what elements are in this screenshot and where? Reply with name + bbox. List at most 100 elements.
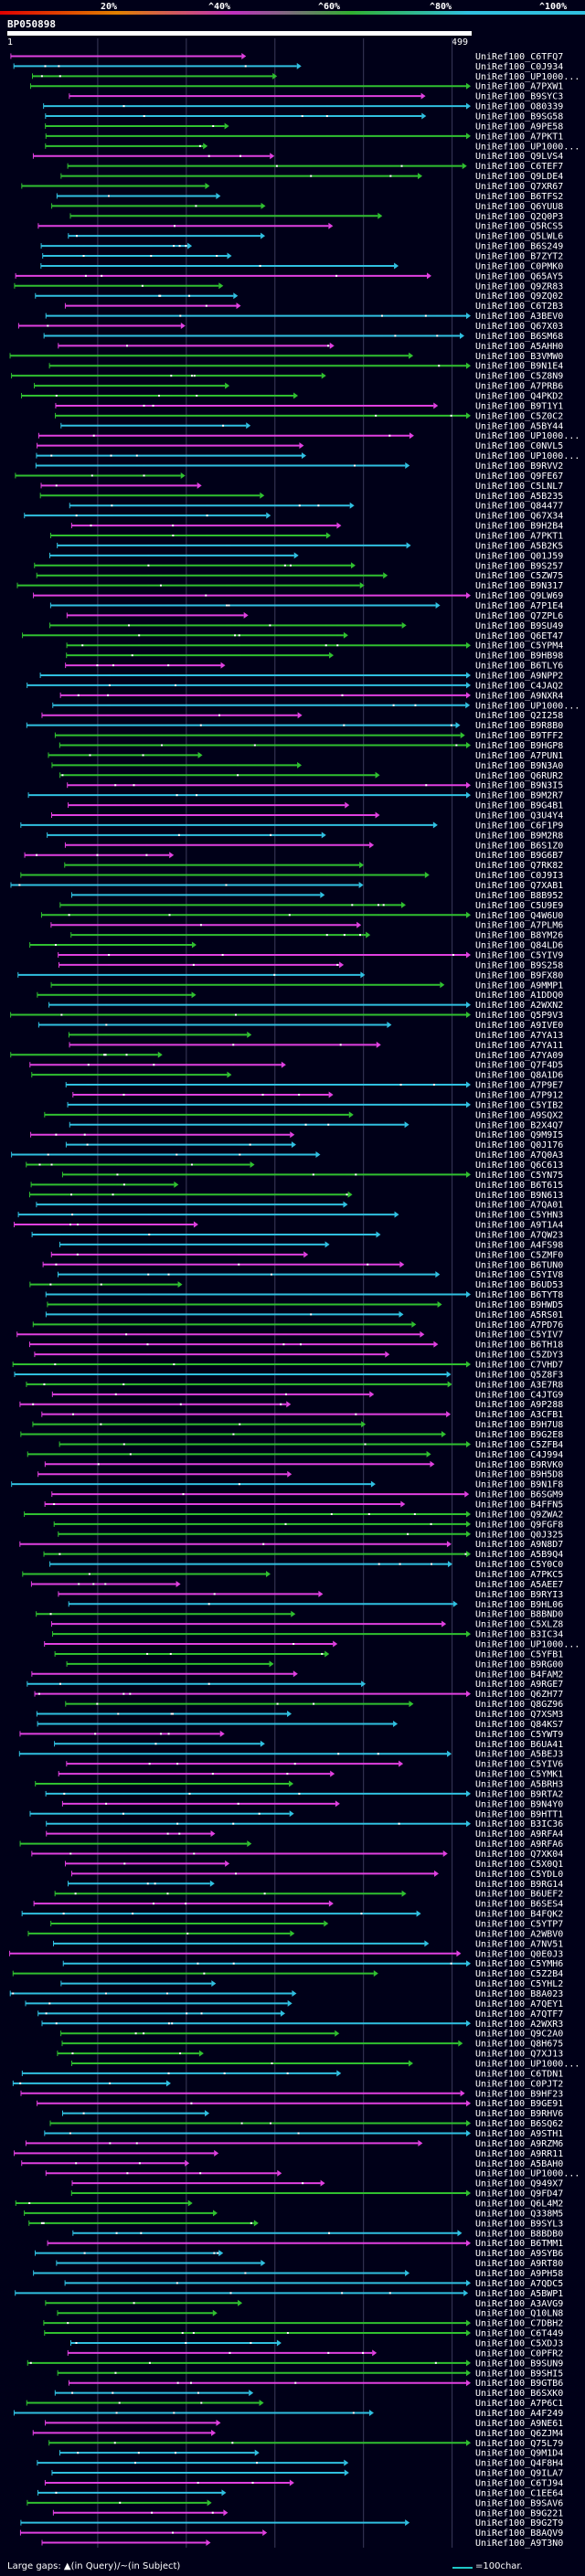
sequence-label[interactable]: UniRef100_C5ZDY3 bbox=[475, 1351, 563, 1361]
sequence-label[interactable]: UniRef100_A5BEJ3 bbox=[475, 1750, 563, 1760]
sequence-label[interactable]: UniRef100_C5YHL2 bbox=[475, 1979, 563, 1989]
sequence-label[interactable]: UniRef100_A9RFA6 bbox=[475, 1839, 563, 1850]
sequence-label[interactable]: UniRef100_Q01J59 bbox=[475, 551, 563, 561]
sequence-label[interactable]: UniRef100_Q9LW69 bbox=[475, 591, 563, 601]
sequence-label[interactable]: UniRef100_UP1000... bbox=[475, 2059, 580, 2069]
sequence-label[interactable]: UniRef100_Q10LN8 bbox=[475, 2309, 563, 2319]
sequence-label[interactable]: UniRef100_C1EE64 bbox=[475, 2488, 563, 2498]
sequence-label[interactable]: UniRef100_Q0E0J3 bbox=[475, 1949, 563, 1959]
sequence-label[interactable]: UniRef100_A7YA11 bbox=[475, 1041, 563, 1051]
sequence-label[interactable]: UniRef100_C4J994 bbox=[475, 1450, 563, 1460]
sequence-label[interactable]: UniRef100_A9RGE7 bbox=[475, 1680, 563, 1690]
sequence-label[interactable]: UniRef100_C5YHN3 bbox=[475, 1211, 563, 1221]
sequence-label[interactable]: UniRef100_Q5Z8F3 bbox=[475, 1370, 563, 1380]
sequence-label[interactable]: UniRef100_Q9ZWA2 bbox=[475, 1510, 563, 1520]
sequence-label[interactable]: UniRef100_Q9LVS4 bbox=[475, 152, 563, 162]
sequence-label[interactable]: UniRef100_C5X0Q1 bbox=[475, 1860, 563, 1870]
sequence-label[interactable]: UniRef100_UP1000... bbox=[475, 451, 580, 461]
sequence-label[interactable]: UniRef100_A9T1A4 bbox=[475, 1221, 563, 1231]
sequence-label[interactable]: UniRef100_A9NPP2 bbox=[475, 672, 563, 682]
sequence-label[interactable]: UniRef100_C5Z8N9 bbox=[475, 372, 563, 382]
sequence-label[interactable]: UniRef100_B6TYT8 bbox=[475, 1290, 563, 1300]
sequence-label[interactable]: UniRef100_A9RR11 bbox=[475, 2149, 563, 2159]
sequence-label[interactable]: UniRef100_Q9ILA7 bbox=[475, 2469, 563, 2479]
sequence-label[interactable]: UniRef100_B9M2R7 bbox=[475, 791, 563, 801]
sequence-label[interactable]: UniRef100_Q4W6U0 bbox=[475, 911, 563, 921]
sequence-label[interactable]: UniRef100_A3AVG9 bbox=[475, 2299, 563, 2309]
sequence-label[interactable]: UniRef100_A2WXN2 bbox=[475, 1001, 563, 1011]
sequence-label[interactable]: UniRef100_B9S257 bbox=[475, 561, 563, 571]
sequence-label[interactable]: UniRef100_B6TH18 bbox=[475, 1341, 563, 1351]
sequence-label[interactable]: UniRef100_B9SUN9 bbox=[475, 2359, 563, 2369]
sequence-label[interactable]: UniRef100_B9R8B0 bbox=[475, 721, 563, 731]
sequence-label[interactable]: UniRef100_UP1000... bbox=[475, 701, 580, 711]
sequence-label[interactable]: UniRef100_A5B9Q4 bbox=[475, 1550, 563, 1560]
sequence-label[interactable]: UniRef100_B9SHI5 bbox=[475, 2369, 563, 2379]
sequence-label[interactable]: UniRef100_A3CFB1 bbox=[475, 1410, 563, 1420]
sequence-label[interactable]: UniRef100_A2WBV0 bbox=[475, 1929, 563, 1939]
sequence-label[interactable]: UniRef100_Q5P9V3 bbox=[475, 1011, 563, 1021]
sequence-label[interactable]: UniRef100_A4F249 bbox=[475, 2409, 563, 2419]
sequence-label[interactable]: UniRef100_B3IC34 bbox=[475, 1630, 563, 1640]
sequence-label[interactable]: UniRef100_A7P9E7 bbox=[475, 1081, 563, 1091]
sequence-label[interactable]: UniRef100_Q9M9I5 bbox=[475, 1130, 563, 1140]
sequence-label[interactable]: UniRef100_C5YFB1 bbox=[475, 1649, 563, 1659]
sequence-label[interactable]: UniRef100_B9SYL3 bbox=[475, 2219, 563, 2229]
sequence-label[interactable]: UniRef100_A7PKC5 bbox=[475, 1570, 563, 1580]
sequence-label[interactable]: UniRef100_B9M2R8 bbox=[475, 831, 563, 841]
sequence-label[interactable]: UniRef100_B6SQ62 bbox=[475, 2119, 563, 2129]
sequence-label[interactable]: UniRef100_Q84KS7 bbox=[475, 1720, 563, 1730]
sequence-label[interactable]: UniRef100_A9NE61 bbox=[475, 2419, 563, 2429]
sequence-label[interactable]: UniRef100_B6UD53 bbox=[475, 1280, 563, 1290]
sequence-label[interactable]: UniRef100_Q65AY5 bbox=[475, 271, 563, 281]
sequence-label[interactable]: UniRef100_B9HTT1 bbox=[475, 1809, 563, 1819]
sequence-label[interactable]: UniRef100_B9RG14 bbox=[475, 1880, 563, 1890]
sequence-label[interactable]: UniRef100_B6SXK0 bbox=[475, 2389, 563, 2399]
sequence-label[interactable]: UniRef100_A7Q0A3 bbox=[475, 1150, 563, 1161]
sequence-label[interactable]: UniRef100_Q6YUU8 bbox=[475, 202, 563, 212]
sequence-label[interactable]: UniRef100_B7ZYT2 bbox=[475, 252, 563, 262]
sequence-label[interactable]: UniRef100_B4FAM2 bbox=[475, 1670, 563, 1680]
sequence-label[interactable]: UniRef100_B6T615 bbox=[475, 1181, 563, 1191]
sequence-label[interactable]: UniRef100_B9HGP8 bbox=[475, 741, 563, 751]
sequence-label[interactable]: UniRef100_Q7XK04 bbox=[475, 1850, 563, 1860]
sequence-label[interactable]: UniRef100_B6S1Z0 bbox=[475, 841, 563, 851]
sequence-label[interactable]: UniRef100_B6UA41 bbox=[475, 1740, 563, 1750]
sequence-label[interactable]: UniRef100_B9GTB6 bbox=[475, 2379, 563, 2389]
sequence-label[interactable]: UniRef100_A5AEE7 bbox=[475, 1580, 563, 1590]
sequence-label[interactable]: UniRef100_Q9ZR83 bbox=[475, 281, 563, 292]
sequence-label[interactable]: UniRef100_B9RVV2 bbox=[475, 461, 563, 472]
sequence-label[interactable]: UniRef100_A7YA09 bbox=[475, 1051, 563, 1061]
sequence-label[interactable]: UniRef100_Q9LDE4 bbox=[475, 172, 563, 182]
sequence-label[interactable]: UniRef100_B9S258 bbox=[475, 960, 563, 970]
sequence-label[interactable]: UniRef100_Q4PKD2 bbox=[475, 392, 563, 402]
sequence-label[interactable]: UniRef100_Q9C2A0 bbox=[475, 2030, 563, 2040]
sequence-label[interactable]: UniRef100_A3BEV0 bbox=[475, 312, 563, 322]
sequence-label[interactable]: UniRef100_A9RFA4 bbox=[475, 1829, 563, 1839]
sequence-label[interactable]: UniRef100_B8A023 bbox=[475, 1989, 563, 1999]
sequence-label[interactable]: UniRef100_Q7XSM3 bbox=[475, 1710, 563, 1720]
sequence-label[interactable]: UniRef100_C0J934 bbox=[475, 62, 563, 72]
sequence-label[interactable]: UniRef100_A9NXR4 bbox=[475, 691, 563, 701]
sequence-label[interactable]: UniRef100_Q84LD6 bbox=[475, 941, 563, 951]
sequence-label[interactable]: UniRef100_B9HL06 bbox=[475, 1600, 563, 1610]
sequence-label[interactable]: UniRef100_B6TMM1 bbox=[475, 2239, 563, 2249]
sequence-label[interactable]: UniRef100_Q9ZQ02 bbox=[475, 292, 563, 302]
sequence-label[interactable]: UniRef100_B9N317 bbox=[475, 581, 563, 591]
sequence-label[interactable]: UniRef100_Q6L4M2 bbox=[475, 2199, 563, 2209]
sequence-label[interactable]: UniRef100_B4FQK2 bbox=[475, 1910, 563, 1920]
sequence-label[interactable]: UniRef100_A9RZM6 bbox=[475, 2139, 563, 2149]
sequence-label[interactable]: UniRef100_A9PH58 bbox=[475, 2269, 563, 2279]
sequence-label[interactable]: UniRef100_B9G221 bbox=[475, 2508, 563, 2518]
sequence-label[interactable]: UniRef100_A7QA01 bbox=[475, 1201, 563, 1211]
sequence-label[interactable]: UniRef100_Q9FD47 bbox=[475, 2189, 563, 2200]
sequence-label[interactable]: UniRef100_B9HF23 bbox=[475, 2089, 563, 2099]
sequence-label[interactable]: UniRef100_UP1000... bbox=[475, 72, 580, 82]
sequence-label[interactable]: UniRef100_C6TEF7 bbox=[475, 162, 563, 172]
sequence-label[interactable]: UniRef100_A5B2K5 bbox=[475, 541, 563, 551]
sequence-label[interactable]: UniRef100_A9P288 bbox=[475, 1400, 563, 1410]
sequence-label[interactable]: UniRef100_C4JAQ2 bbox=[475, 681, 563, 691]
sequence-label[interactable]: UniRef100_B9N1E4 bbox=[475, 362, 563, 372]
sequence-label[interactable]: UniRef100_Q7XJ13 bbox=[475, 2050, 563, 2060]
sequence-label[interactable]: UniRef100_B8YM26 bbox=[475, 931, 563, 941]
